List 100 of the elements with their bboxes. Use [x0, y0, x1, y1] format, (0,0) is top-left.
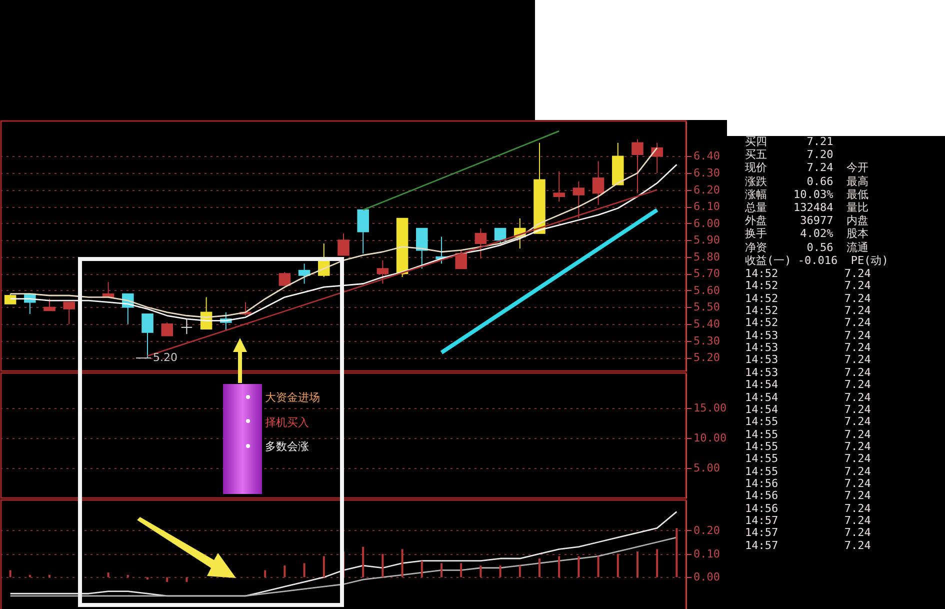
- bar: [616, 554, 619, 578]
- y-tick-label: 15.00: [694, 401, 727, 414]
- bar: [264, 570, 266, 578]
- candlestick: [494, 228, 506, 244]
- text: 涨跌 0.66 最高: [745, 174, 868, 188]
- text: 收益(一) -0.016 PE(动): [745, 254, 888, 267]
- text: 14:53 7.24: [745, 328, 871, 342]
- candlestick: [592, 160, 604, 206]
- y-tick-label: 5.30: [694, 334, 720, 348]
- text: 14:55 7.24: [745, 440, 871, 453]
- text: 14:56 7.24: [745, 502, 871, 515]
- y-tick-label: 5.60: [694, 284, 720, 297]
- y-tick-label: 0.00: [694, 570, 720, 584]
- annotation: 大资金进场: [265, 390, 320, 405]
- y-tick-label: 6.00: [694, 216, 720, 230]
- candlestick: [142, 313, 154, 358]
- candlestick: [357, 209, 369, 254]
- text: 14:57 7.24: [745, 514, 871, 527]
- text: 买四 7.21: [745, 135, 834, 148]
- text: 涨幅 10.03% 最低: [745, 188, 868, 201]
- text: 14:54 7.24: [745, 390, 871, 404]
- candlestick: [376, 260, 389, 284]
- text: 14:52 7.24: [745, 279, 871, 292]
- text: 14:53 7.24: [745, 353, 871, 366]
- y-tick-label: 5.00: [694, 461, 720, 474]
- bar: [166, 577, 168, 582]
- text: 总量 132484 量比: [745, 201, 868, 214]
- bar: [578, 556, 580, 578]
- text: 14:54 7.24: [745, 402, 871, 416]
- bar: [538, 558, 540, 578]
- y-tick-label: 5.70: [694, 267, 720, 280]
- text: 14:57 7.24: [745, 538, 871, 552]
- annotation: 5.20: [153, 351, 178, 364]
- text: 14:52 7.24: [745, 292, 871, 305]
- candlestick: [298, 263, 310, 284]
- text: 14:55 7.24: [745, 428, 871, 441]
- bar: [401, 549, 404, 578]
- bar: [460, 563, 462, 578]
- line-series: [10, 536, 678, 597]
- y-tick-label: 10.00: [694, 431, 727, 444]
- text: 14:53 7.24: [745, 341, 871, 354]
- text: 14:52 7.24: [745, 267, 871, 280]
- text: 14:53 7.24: [745, 366, 871, 379]
- text: 14:52 7.24: [745, 316, 871, 330]
- bar: [107, 572, 110, 578]
- bar: [382, 554, 384, 578]
- text: 买五 7.20: [745, 148, 834, 162]
- bar: [322, 556, 325, 578]
- text: 14:52 7.24: [745, 304, 871, 318]
- text: 14:57 7.24: [745, 526, 871, 540]
- text: 净资 0.56 流通: [745, 240, 868, 254]
- text: 14:55 7.24: [745, 452, 871, 466]
- candlestick: [278, 272, 291, 286]
- candlestick: [44, 298, 56, 312]
- y-tick-label: 6.30: [694, 166, 720, 180]
- bar: [440, 563, 442, 578]
- bar: [597, 556, 600, 578]
- candlestick: [474, 228, 487, 260]
- y-tick-label: 6.40: [694, 150, 720, 163]
- text: 14:56 7.24: [745, 489, 871, 502]
- candlestick: [338, 232, 350, 256]
- bar: [362, 546, 364, 578]
- annotation: 多数会涨: [265, 439, 309, 454]
- annotation: 择机买入: [265, 414, 309, 430]
- bar: [9, 570, 12, 578]
- candlestick: [180, 318, 193, 335]
- candlestick: [416, 228, 428, 270]
- bar: [186, 577, 188, 582]
- candlestick: [455, 250, 467, 270]
- bar: [518, 566, 521, 578]
- y-tick-label: 6.10: [694, 200, 720, 214]
- y-tick-label: 5.20: [694, 351, 720, 364]
- text: 14:55 7.24: [745, 415, 871, 428]
- candlestick: [63, 302, 75, 325]
- y-tick-label: 5.40: [694, 318, 720, 331]
- text: 换手 4.02% 股本: [745, 227, 868, 240]
- y-tick-label: 0.10: [694, 547, 720, 560]
- y-tick-label: 5.90: [694, 234, 720, 247]
- bar: [303, 563, 306, 578]
- bar: [656, 549, 658, 578]
- bar: [420, 560, 423, 578]
- candlestick: [572, 180, 585, 219]
- text: 14:56 7.24: [745, 476, 871, 490]
- text: 14:54 7.24: [745, 378, 871, 392]
- bar: [146, 577, 149, 580]
- candlestick: [161, 322, 173, 336]
- text: 现价 7.24 今开: [745, 161, 868, 174]
- y-tick-label: 6.20: [694, 183, 720, 196]
- bar: [558, 556, 560, 578]
- bar: [676, 528, 678, 578]
- y-tick-label: 0.20: [694, 524, 720, 537]
- candlestick: [4, 293, 16, 304]
- bar: [499, 566, 502, 578]
- bar: [636, 551, 638, 578]
- bar: [480, 566, 482, 578]
- text: 14:55 7.24: [745, 464, 871, 478]
- y-tick-label: 5.50: [694, 300, 720, 314]
- bar: [284, 566, 286, 578]
- y-tick-label: 5.80: [694, 250, 720, 264]
- text: 外盘 36977 内盘: [745, 214, 868, 228]
